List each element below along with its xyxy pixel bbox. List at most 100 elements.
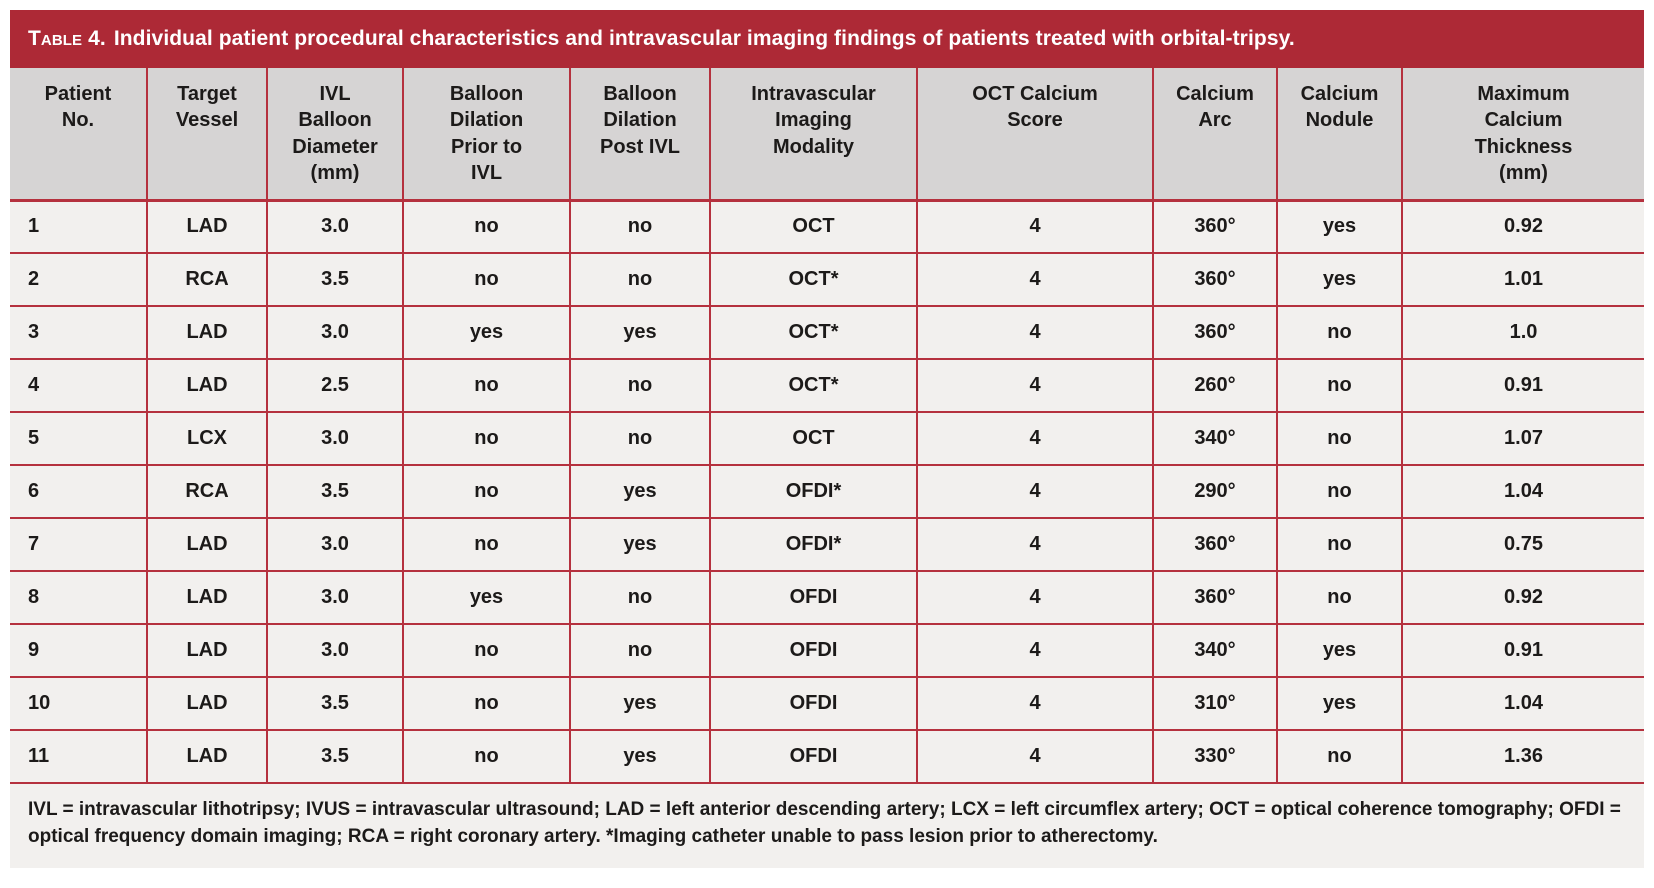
table-cell: 1 — [10, 199, 148, 254]
table-cell: no — [402, 676, 571, 731]
table-cell: no — [569, 623, 711, 678]
table-cell: 3.0 — [266, 623, 404, 678]
table-cell: no — [402, 517, 571, 572]
table-cell: 1.0 — [1401, 305, 1644, 360]
table-cell: yes — [569, 305, 711, 360]
table-cell: 1.04 — [1401, 464, 1644, 519]
table-cell: no — [569, 570, 711, 625]
table-cell: OFDI — [709, 729, 918, 784]
table-cell: 4 — [916, 517, 1154, 572]
table-cell: 4 — [916, 252, 1154, 307]
table-cell: yes — [569, 729, 711, 784]
table-cell: no — [1276, 411, 1403, 466]
table-cell: LAD — [146, 305, 268, 360]
table-cell: 1.36 — [1401, 729, 1644, 784]
table-cell: 4 — [916, 729, 1154, 784]
table-cell: yes — [1276, 623, 1403, 678]
table-cell: 0.75 — [1401, 517, 1644, 572]
table-cell: 2.5 — [266, 358, 404, 413]
table-cell: 360° — [1152, 305, 1278, 360]
table-cell: no — [569, 199, 711, 254]
table-cell: 4 — [916, 305, 1154, 360]
table-cell: OFDI — [709, 676, 918, 731]
table-cell: 7 — [10, 517, 148, 572]
table-cell: 260° — [1152, 358, 1278, 413]
table-cell: 3.0 — [266, 305, 404, 360]
table-cell: 0.91 — [1401, 358, 1644, 413]
table-cell: 3.5 — [266, 729, 404, 784]
table-cell: no — [569, 252, 711, 307]
table-cell: 290° — [1152, 464, 1278, 519]
table-title-text: Individual patient procedural characteri… — [113, 27, 1295, 50]
table-cell: 360° — [1152, 517, 1278, 572]
table-cell: 4 — [10, 358, 148, 413]
table-cell: 4 — [916, 464, 1154, 519]
table-row: 6 RCA 3.5 no yes OFDI* 4 290° no 1.04 — [10, 464, 1644, 519]
table-cell: 4 — [916, 676, 1154, 731]
table-cell: LAD — [146, 358, 268, 413]
table-cell: LAD — [146, 570, 268, 625]
table-cell: yes — [569, 517, 711, 572]
table-cell: 6 — [10, 464, 148, 519]
table-footnote: IVL = intravascular lithotripsy; IVUS = … — [10, 784, 1644, 868]
table-cell: no — [402, 358, 571, 413]
column-header: Calcium Arc — [1152, 68, 1278, 202]
table-cell: 0.92 — [1401, 570, 1644, 625]
column-header: Maximum Calcium Thickness (mm) — [1401, 68, 1644, 202]
table-cell: OCT* — [709, 305, 918, 360]
table-cell: OCT — [709, 199, 918, 254]
table-title-bar: Table 4. Individual patient procedural c… — [10, 10, 1644, 68]
table-cell: LAD — [146, 199, 268, 254]
table-cell: OFDI — [709, 623, 918, 678]
table-cell: 9 — [10, 623, 148, 678]
table-cell: 3.5 — [266, 676, 404, 731]
table-cell: 4 — [916, 199, 1154, 254]
table-row: 1 LAD 3.0 no no OCT 4 360° yes 0.92 — [10, 199, 1644, 254]
table-cell: OCT — [709, 411, 918, 466]
table-cell: no — [402, 252, 571, 307]
table-cell: 10 — [10, 676, 148, 731]
table-cell: 3.0 — [266, 411, 404, 466]
table-cell: yes — [402, 570, 571, 625]
table-row: 10 LAD 3.5 no yes OFDI 4 310° yes 1.04 — [10, 676, 1644, 731]
table-cell: no — [569, 358, 711, 413]
table-cell: OFDI* — [709, 464, 918, 519]
table-cell: no — [402, 729, 571, 784]
table-row: 11 LAD 3.5 no yes OFDI 4 330° no 1.36 — [10, 729, 1644, 784]
column-header: OCT Calcium Score — [916, 68, 1154, 202]
table-cell: yes — [1276, 252, 1403, 307]
table-cell: RCA — [146, 252, 268, 307]
table-cell: 360° — [1152, 252, 1278, 307]
table-cell: no — [402, 411, 571, 466]
table-cell: 0.91 — [1401, 623, 1644, 678]
table-cell: LCX — [146, 411, 268, 466]
table-cell: 2 — [10, 252, 148, 307]
table-cell: 310° — [1152, 676, 1278, 731]
table-row: 8 LAD 3.0 yes no OFDI 4 360° no 0.92 — [10, 570, 1644, 625]
table-cell: 1.04 — [1401, 676, 1644, 731]
table-cell: 0.92 — [1401, 199, 1644, 254]
column-header: Calcium Nodule — [1276, 68, 1403, 202]
table-row: 2 RCA 3.5 no no OCT* 4 360° yes 1.01 — [10, 252, 1644, 307]
table-cell: 3.5 — [266, 464, 404, 519]
table-cell: yes — [1276, 676, 1403, 731]
patients-table: Patient No. Target Vessel IVL Balloon Diam… — [10, 68, 1644, 784]
table-cell: 3 — [10, 305, 148, 360]
header-row: Patient No. Target Vessel IVL Balloon Diam… — [10, 68, 1644, 202]
table-cell: LAD — [146, 623, 268, 678]
table-cell: OFDI* — [709, 517, 918, 572]
table-cell: RCA — [146, 464, 268, 519]
table-row: 5 LCX 3.0 no no OCT 4 340° no 1.07 — [10, 411, 1644, 466]
table-cell: 5 — [10, 411, 148, 466]
table-cell: no — [569, 411, 711, 466]
table-cell: yes — [402, 305, 571, 360]
table-cell: LAD — [146, 676, 268, 731]
column-header: Target Vessel — [146, 68, 268, 202]
table-cell: no — [402, 464, 571, 519]
table-cell: 340° — [1152, 623, 1278, 678]
table-cell: yes — [1276, 199, 1403, 254]
table-cell: 1.01 — [1401, 252, 1644, 307]
table-cell: no — [1276, 464, 1403, 519]
column-header: Balloon Dilation Prior to IVL — [402, 68, 571, 202]
table-cell: yes — [569, 464, 711, 519]
